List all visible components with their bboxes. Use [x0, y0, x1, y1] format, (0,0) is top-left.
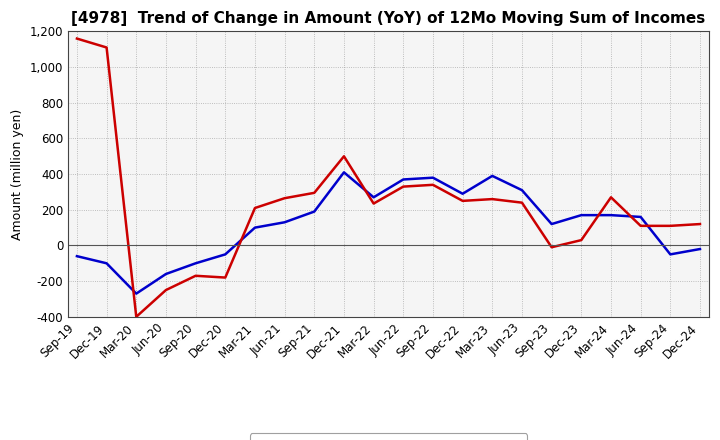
Ordinary Income: [547, 221, 556, 227]
Net Income: [161, 287, 170, 293]
Ordinary Income: [488, 173, 497, 179]
Net Income: [488, 196, 497, 202]
Ordinary Income: [310, 209, 319, 214]
Net Income: [399, 184, 408, 189]
Ordinary Income: [161, 271, 170, 277]
Ordinary Income: [340, 170, 348, 175]
Ordinary Income: [428, 175, 437, 180]
Ordinary Income: [636, 214, 645, 220]
Net Income: [221, 275, 230, 280]
Net Income: [636, 223, 645, 228]
Ordinary Income: [102, 260, 111, 266]
Net Income: [192, 273, 200, 279]
Ordinary Income: [369, 194, 378, 200]
Net Income: [459, 198, 467, 204]
Ordinary Income: [280, 220, 289, 225]
Net Income: [340, 154, 348, 159]
Ordinary Income: [518, 187, 526, 193]
Ordinary Income: [192, 260, 200, 266]
Net Income: [518, 200, 526, 205]
Net Income: [696, 221, 704, 227]
Net Income: [73, 36, 81, 41]
Net Income: [132, 314, 140, 319]
Ordinary Income: [399, 177, 408, 182]
Net Income: [666, 223, 675, 228]
Ordinary Income: [577, 213, 585, 218]
Ordinary Income: [221, 252, 230, 257]
Line: Net Income: Net Income: [77, 39, 700, 317]
Net Income: [547, 245, 556, 250]
Ordinary Income: [132, 291, 140, 296]
Legend: Ordinary Income, Net Income: Ordinary Income, Net Income: [250, 433, 527, 440]
Net Income: [577, 238, 585, 243]
Net Income: [280, 195, 289, 201]
Net Income: [310, 190, 319, 195]
Ordinary Income: [696, 246, 704, 252]
Net Income: [251, 205, 259, 211]
Ordinary Income: [251, 225, 259, 230]
Net Income: [102, 45, 111, 50]
Ordinary Income: [607, 213, 616, 218]
Net Income: [369, 201, 378, 206]
Title: [4978]  Trend of Change in Amount (YoY) of 12Mo Moving Sum of Incomes: [4978] Trend of Change in Amount (YoY) o…: [71, 11, 706, 26]
Line: Ordinary Income: Ordinary Income: [77, 172, 700, 293]
Net Income: [607, 194, 616, 200]
Ordinary Income: [666, 252, 675, 257]
Y-axis label: Amount (million yen): Amount (million yen): [11, 109, 24, 240]
Net Income: [428, 182, 437, 187]
Ordinary Income: [459, 191, 467, 196]
Ordinary Income: [73, 253, 81, 259]
